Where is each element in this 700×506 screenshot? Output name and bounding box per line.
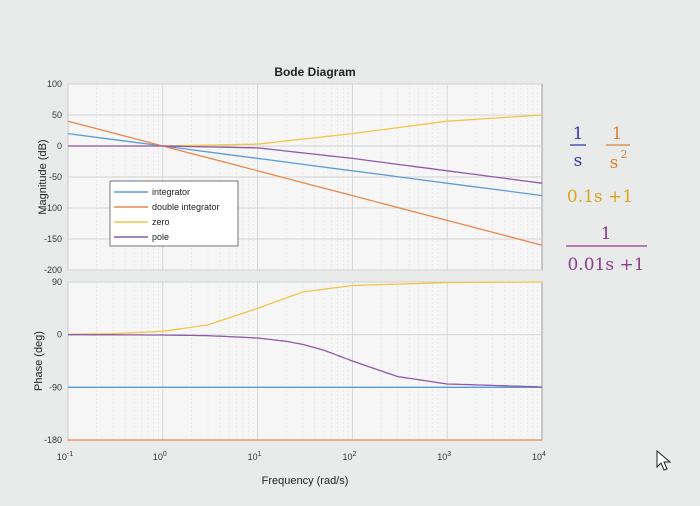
mouse-cursor-icon [656, 449, 672, 471]
phase-series-pole [68, 334, 543, 388]
legend-entry: pole [152, 232, 169, 242]
zero-expression: 0.1s +1 [567, 187, 633, 207]
phase-axis-label: Phase (deg) [33, 331, 45, 391]
x-tick-label: 10-1 [57, 451, 73, 462]
magnitude-grid [67, 83, 542, 271]
frequency-axis-label: Frequency (rad/s) [262, 475, 349, 487]
phase-y-tick-label: -90 [49, 382, 62, 392]
pole-numerator: 1 [601, 224, 612, 244]
magnitude-y-ticks: 100 50 0 -50 -100 -150 -200 [44, 79, 62, 275]
magnitude-y-tick-label: 0 [57, 141, 62, 151]
pole-denominator-expression: 0.01s +1 [567, 255, 644, 275]
integrator-denominator: s [574, 151, 583, 171]
magnitude-y-tick-label: -50 [49, 172, 62, 182]
double-integrator-numerator: 1 [612, 124, 623, 144]
legend-entry: double integrator [152, 202, 220, 212]
magnitude-y-tick-label: -150 [44, 234, 62, 244]
chart-title: Bode Diagram [274, 65, 355, 79]
legend-items: integrator double integrator zero pole [114, 187, 220, 242]
double-integrator-exponent: 2 [621, 148, 628, 161]
magnitude-axis-label: Magnitude (dB) [37, 139, 49, 214]
magnitude-y-tick-label: -100 [44, 203, 62, 213]
magnitude-series [67, 114, 543, 246]
magnitude-y-tick-label: 100 [47, 79, 62, 89]
magnitude-series-double-integrator [67, 120, 543, 246]
x-ticks: 10-1 100 101 102 103 104 [57, 451, 546, 462]
x-tick-label: 100 [153, 451, 167, 462]
integrator-numerator: 1 [573, 124, 584, 144]
x-tick-label: 104 [532, 451, 546, 462]
phase-y-tick-label: -180 [44, 435, 62, 445]
phase-series-zero [68, 281, 542, 335]
x-tick-label: 102 [342, 451, 356, 462]
legend: integrator double integrator zero pole [109, 180, 239, 247]
phase-series [68, 281, 543, 441]
magnitude-series-integrator [67, 132, 543, 197]
legend-entry: zero [152, 217, 170, 227]
magnitude-series-pole [68, 145, 543, 184]
phase-plot-area [67, 281, 543, 441]
phase-y-tick-label: 90 [52, 277, 62, 287]
double-integrator-denominator: s [610, 153, 619, 173]
magnitude-y-tick-label: 50 [52, 110, 62, 120]
legend-entry: integrator [152, 187, 190, 197]
phase-y-tick-label: 0 [57, 330, 62, 340]
x-tick-label: 101 [248, 451, 262, 462]
magnitude-y-tick-label: -200 [44, 265, 62, 275]
x-tick-label: 103 [437, 451, 451, 462]
transfer-functions: 1 s 1 s 2 0.1s +1 1 0.01s +1 [566, 124, 647, 275]
phase-y-ticks: 90 0 -90 -180 [44, 277, 62, 445]
